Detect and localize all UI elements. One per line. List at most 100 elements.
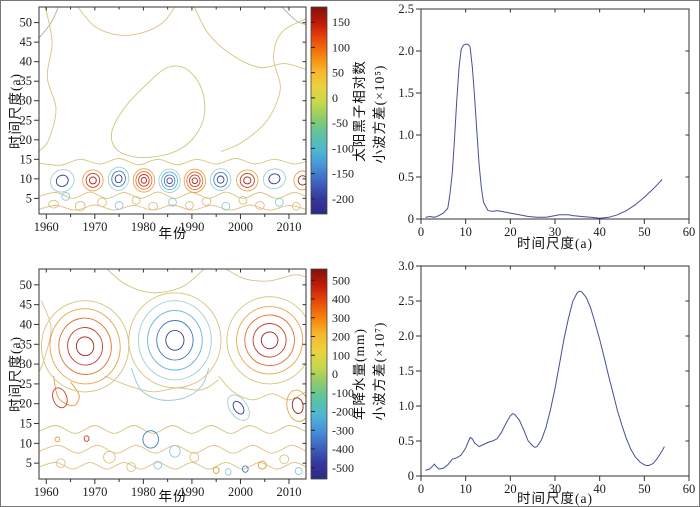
contour-ring — [126, 462, 137, 472]
contour-line — [39, 7, 57, 152]
tick-label: 1980 — [131, 485, 156, 499]
tick-label: 10 — [20, 172, 33, 186]
contour-ring — [128, 292, 222, 389]
contour-blob-ring — [262, 168, 286, 190]
tick-label: 1980 — [131, 220, 156, 234]
tick-label: 0 — [418, 482, 424, 496]
precip-variance-xaxis-title: 时间尺度(a) — [517, 491, 593, 506]
tick-label: 2010 — [277, 220, 302, 234]
contour-blob-ring — [260, 331, 279, 350]
contour-blob-ring — [158, 168, 181, 193]
tick-label: 0 — [408, 469, 414, 483]
tick-label: 60 — [683, 225, 696, 239]
tick-label: 2.0 — [398, 44, 414, 58]
tick-label: 25 — [20, 377, 33, 391]
tick-label: 20 — [504, 482, 517, 496]
tick-label: -100 — [332, 386, 354, 400]
contour-line — [193, 7, 306, 70]
contour-line — [106, 269, 205, 294]
contour-ring — [221, 201, 231, 211]
sunspot-contour-xaxis-title: 年份 — [158, 226, 188, 241]
tick-label: 150 — [332, 15, 350, 29]
tick-label: 50 — [638, 225, 651, 239]
contour-blob-ring — [216, 175, 225, 184]
contour-ring — [48, 199, 59, 209]
contour-ring — [201, 197, 212, 206]
tick-label: 50 — [332, 66, 344, 80]
contour-blob-ring — [163, 174, 176, 188]
sunspot-colorbar-title: 太阳黑子相对数 — [352, 60, 367, 162]
tick-label: 30 — [549, 482, 562, 496]
contour-line — [110, 65, 206, 158]
contour-ring — [61, 192, 71, 201]
contour-line — [77, 7, 176, 36]
tick-label: 10 — [20, 436, 33, 450]
tick-label: 300 — [332, 311, 350, 325]
tick-label: -200 — [332, 405, 354, 419]
contour-ring — [291, 201, 301, 211]
contour-blob-ring — [161, 171, 179, 191]
tick-label: 5 — [26, 191, 32, 205]
contour-ring — [294, 467, 303, 476]
contour-blob-ring — [244, 314, 295, 367]
tick-label: 45 — [20, 298, 33, 312]
contour-blob-ring — [236, 169, 259, 192]
precip-variance-plot: 0 10 20 30 40 50 60 0 0.5 1.0 1.5 2.0 2.5 3.0 — [398, 259, 695, 496]
sunspot-variance-plot: 0 10 20 30 40 50 60 0 0.5 1.0 1.5 2.0 2.5 — [398, 2, 695, 239]
contour-ring — [74, 201, 86, 212]
contour-ring — [40, 300, 130, 393]
contour-line — [220, 18, 306, 152]
tick-label: 20 — [504, 225, 517, 239]
sunspot-variance-plot-content — [425, 43, 663, 219]
tick-label: -150 — [332, 167, 354, 181]
plot-frame — [420, 265, 690, 477]
contour-blob-ring — [107, 166, 130, 191]
tick-label: 40 — [20, 55, 33, 69]
contour-line — [225, 269, 306, 282]
tick-label: 1970 — [82, 220, 107, 234]
tick-label: 35 — [20, 337, 33, 351]
contour-blob-ring — [191, 177, 198, 185]
contour-blob-ring — [183, 168, 206, 193]
contour-blob-ring — [50, 169, 75, 193]
contour-blob-ring — [236, 306, 304, 375]
contour-ring — [54, 436, 61, 443]
contour-line — [104, 375, 219, 393]
contour-blob-ring — [89, 176, 97, 185]
tick-label: 200 — [332, 330, 350, 344]
tick-label: 10 — [459, 225, 472, 239]
tick-label: -50 — [332, 116, 348, 130]
tick-label: 0 — [408, 212, 414, 226]
contour-blob-ring — [82, 169, 104, 192]
tick-label: 2.5 — [398, 294, 414, 308]
tick-label: 30 — [549, 225, 562, 239]
tick-label: 1970 — [82, 485, 107, 499]
tick-label: 60 — [683, 482, 696, 496]
tick-label: 50 — [20, 278, 33, 292]
contour-ring — [83, 435, 90, 442]
contour-ring — [97, 197, 107, 208]
contour-line — [39, 300, 52, 373]
contour-ring — [169, 444, 181, 458]
tick-label: 0.5 — [398, 170, 414, 184]
contour-blob-ring — [140, 177, 148, 184]
contour-blob-ring — [209, 168, 232, 191]
contour-blob-ring — [286, 389, 306, 422]
tick-label: 1.5 — [398, 364, 414, 378]
tick-label: -200 — [332, 192, 354, 206]
precip-variance-plot-content — [425, 290, 665, 471]
tick-label: 0 — [418, 225, 424, 239]
contour-blob-ring — [189, 174, 201, 188]
sunspot-contour-plot: 1960 1970 1980 1990 2000 2010 5 10 15 20 25 30 35 40 4… — [20, 6, 307, 234]
precip-contour-xaxis-title: 年份 — [158, 489, 188, 504]
tick-label: -500 — [332, 461, 354, 475]
tick-label: 20 — [20, 397, 33, 411]
tick-label: 25 — [20, 113, 33, 127]
contour-blob-ring — [132, 168, 156, 193]
tick-label: -400 — [332, 442, 354, 456]
contour-ring — [185, 201, 194, 210]
tick-label: -300 — [332, 423, 354, 437]
tick-label: 40 — [593, 482, 606, 496]
contour-blob-ring — [268, 173, 281, 185]
contour-blob-ring — [213, 171, 228, 188]
